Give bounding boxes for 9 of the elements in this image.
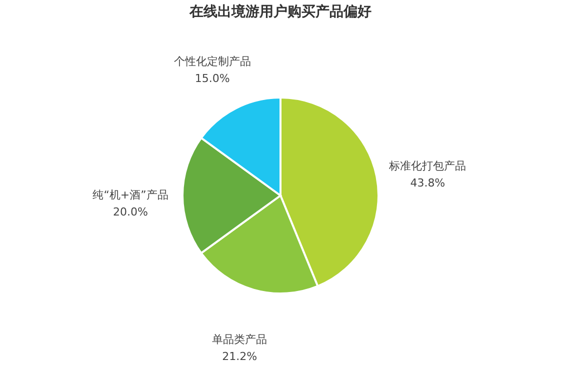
data-label: 15.0% xyxy=(194,72,230,85)
data-label: 43.8% xyxy=(410,176,446,190)
slice-label: 个性化定制产品 xyxy=(174,54,251,68)
chart-title: 在线出境游用户购买产品偏好 xyxy=(188,3,372,20)
slice-label: 标准化打包产品 xyxy=(388,159,466,172)
slice-label: 单品类产品 xyxy=(212,332,268,346)
data-label: 20.0% xyxy=(113,206,148,218)
slice-label: 纯“机+酒”产品 xyxy=(92,188,168,202)
data-label: 21.2% xyxy=(222,350,258,363)
